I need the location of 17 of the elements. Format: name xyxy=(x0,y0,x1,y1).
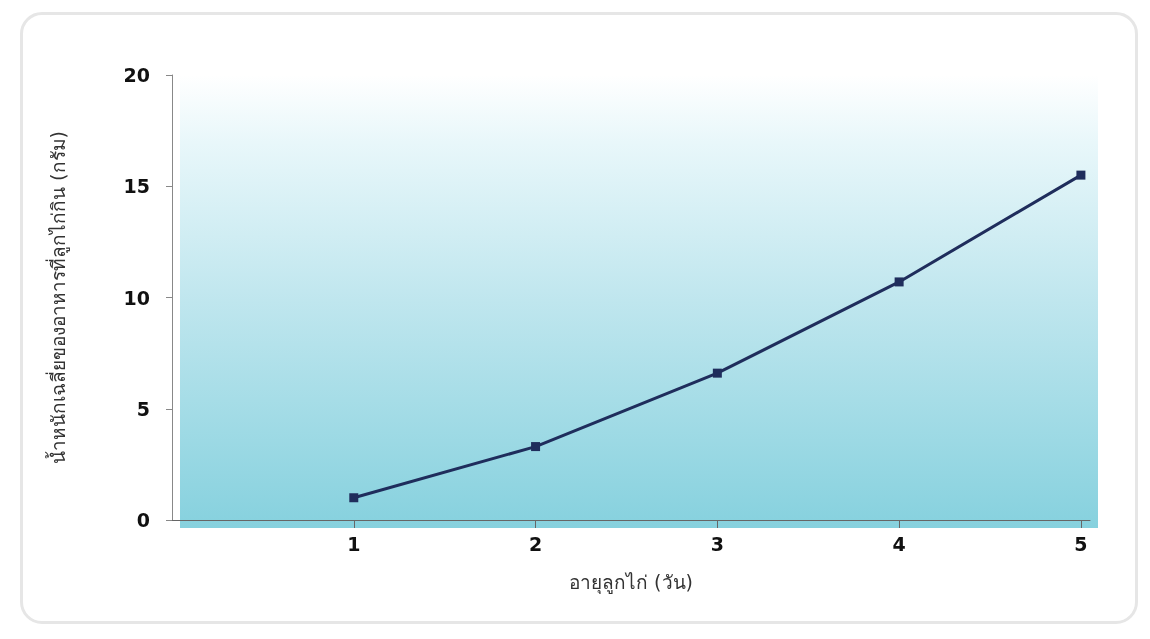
x-tick-label: 4 xyxy=(892,532,906,555)
x-tick-label: 3 xyxy=(710,532,724,555)
y-axis-title: น้ำหนักเฉลี่ยของอาหารที่ลูกไก่กิน (กรัม) xyxy=(44,131,70,464)
point xyxy=(712,368,722,378)
y-tick-label: 10 xyxy=(123,286,150,309)
y-tick-label: 0 xyxy=(136,509,150,531)
y-tick-label: 20 xyxy=(123,64,150,86)
y-tick-label: 15 xyxy=(123,175,150,198)
x-tick-label: 1 xyxy=(347,532,361,555)
point xyxy=(349,493,359,503)
x-tick-label: 5 xyxy=(1074,532,1088,555)
y-tick-label: 5 xyxy=(136,397,150,420)
x-tick-label: 2 xyxy=(528,532,543,555)
point xyxy=(1076,170,1086,180)
point xyxy=(894,277,904,287)
x-axis-title: อายุลูกไก่ (วัน) xyxy=(569,570,693,595)
point xyxy=(531,442,541,452)
